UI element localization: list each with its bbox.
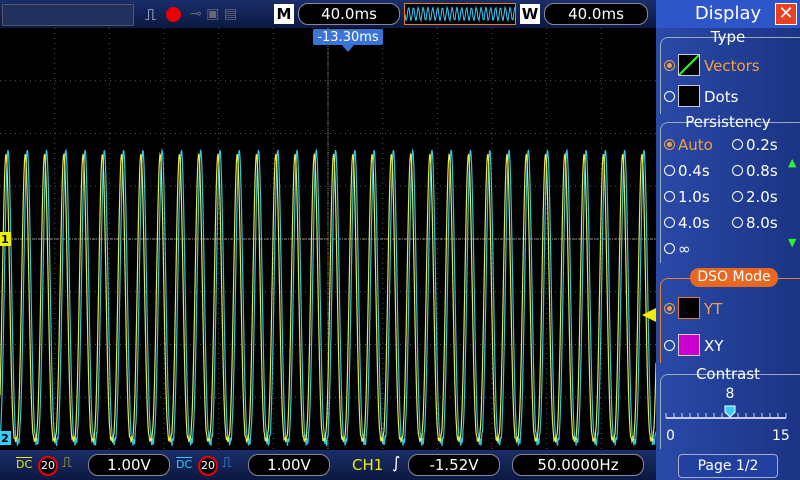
option[interactable]: 0.4s <box>664 162 710 180</box>
option-text: 1.0s <box>678 188 710 206</box>
ch2-bw-limit: 20 <box>198 456 218 476</box>
bottom-bar: DC 20 ⎍ 1.00V DC 20 ⎍ 1.00V CH1 ∫ -1.52V… <box>0 450 656 480</box>
toolbar-icons[interactable] <box>2 4 134 26</box>
ch2-coupling: DC <box>176 458 192 471</box>
timebase-label: M <box>274 4 294 24</box>
window-label: W <box>520 4 540 24</box>
option-text: 4.0s <box>678 214 710 232</box>
window-wave <box>405 4 515 24</box>
dso-title: DSO Mode <box>690 268 778 287</box>
option[interactable]: 0.2s <box>732 136 778 154</box>
frequency: 50.0000Hz <box>512 454 644 476</box>
scroll-up[interactable]: ▲ <box>788 156 796 169</box>
window: 40.0ms <box>544 3 648 25</box>
ch2-invert-icon: ⎍ <box>222 455 232 471</box>
option[interactable]: 2.0s <box>732 188 778 206</box>
scope-screen: ⎍ ⊸ ▣ ▤ M 40.0ms W 40.0ms -13.30ms 1 2 D… <box>0 0 800 480</box>
option-text: 2.0s <box>746 188 778 206</box>
type-title: Type <box>656 28 800 46</box>
contrast-max: 15 <box>772 428 790 444</box>
contrast-title: Contrast <box>656 365 800 383</box>
option[interactable]: YT <box>664 297 722 319</box>
ch1-coupling: DC <box>16 458 32 471</box>
scroll-down[interactable]: ▼ <box>788 236 796 249</box>
option-text: Dots <box>704 88 738 106</box>
slider-knob <box>725 406 735 417</box>
display-menu: Display ✕ Type Vectors Dots Persistency … <box>656 0 800 480</box>
trigger-source: CH1 <box>352 456 383 474</box>
waveform-area: -13.30ms 1 2 <box>0 28 656 450</box>
option-text: 8.0s <box>746 214 778 232</box>
option-text: 0.2s <box>746 136 778 154</box>
option-text: ∞ <box>678 240 691 258</box>
window-preview <box>404 3 516 25</box>
ch1-bw-limit: 20 <box>38 456 58 476</box>
option[interactable]: Auto <box>664 136 713 154</box>
persistency-title: Persistency <box>656 113 800 131</box>
trigger-level: -1.52V <box>408 454 500 476</box>
ch2-scale: 1.00V <box>248 454 330 476</box>
option[interactable]: XY <box>664 334 723 356</box>
top-bar: ⎍ ⊸ ▣ ▤ M 40.0ms W 40.0ms <box>0 0 656 28</box>
disabled-icons: ⊸ ▣ ▤ <box>190 6 270 24</box>
ch1-marker-label: 1 <box>1 233 9 246</box>
option[interactable]: Vectors <box>664 54 760 76</box>
option-text: XY <box>704 337 723 355</box>
option-text: Vectors <box>704 57 760 75</box>
menu-title-text: Display <box>695 3 761 24</box>
ch1-invert-icon: ⎍ <box>62 455 72 471</box>
option-text: 0.8s <box>746 162 778 180</box>
option[interactable]: 1.0s <box>664 188 710 206</box>
option-text: YT <box>704 300 722 318</box>
option-text: 0.4s <box>678 162 710 180</box>
record-icon[interactable] <box>166 7 181 22</box>
trigger-edge: ∫ <box>392 453 400 472</box>
ch2-marker-label: 2 <box>1 432 9 445</box>
contrast-min: 0 <box>666 428 675 444</box>
option[interactable]: ∞ <box>664 240 691 258</box>
option-text: Auto <box>678 136 713 154</box>
option[interactable]: 4.0s <box>664 214 710 232</box>
menu-title: Display ✕ <box>656 0 800 28</box>
contrast-slider[interactable] <box>656 400 800 430</box>
page-button[interactable]: Page 1/2 <box>678 454 778 478</box>
trigger-position: -13.30ms <box>317 30 379 45</box>
option[interactable]: 8.0s <box>732 214 778 232</box>
close-button[interactable]: ✕ <box>775 3 797 25</box>
timebase: 40.0ms <box>298 3 400 25</box>
option[interactable]: Dots <box>664 85 738 107</box>
trigger-icon: ⎍ <box>145 5 156 25</box>
ch1-scale: 1.00V <box>88 454 170 476</box>
option[interactable]: 0.8s <box>732 162 778 180</box>
mini-wave <box>405 7 515 21</box>
